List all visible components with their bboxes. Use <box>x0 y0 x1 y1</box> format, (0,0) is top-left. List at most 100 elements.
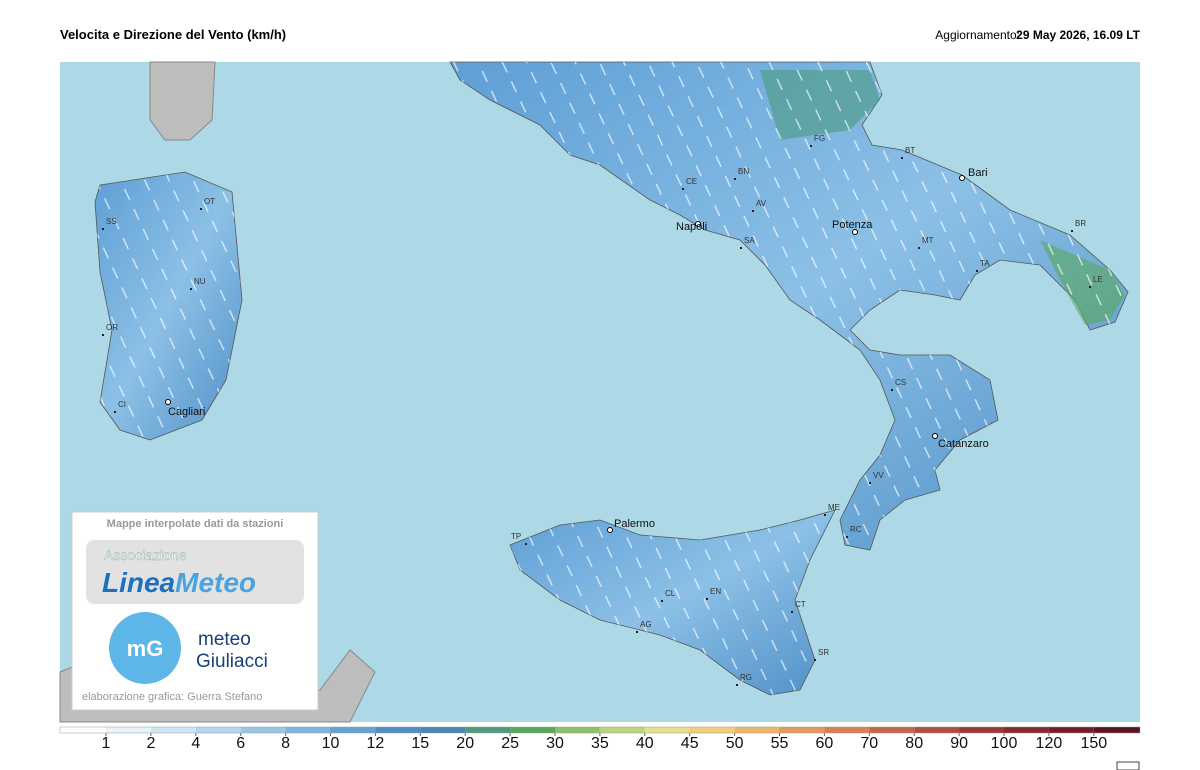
province-dot <box>661 600 663 602</box>
corner-box <box>1116 761 1140 770</box>
province-label: SA <box>744 236 755 245</box>
colorbar-segment <box>285 727 331 733</box>
colorbar-segment <box>599 727 645 733</box>
colorbar-tick-label: 6 <box>236 735 245 752</box>
colorbar-tick-label: 50 <box>726 735 744 752</box>
province-dot <box>736 684 738 686</box>
province-dot <box>190 288 192 290</box>
colorbar-tick-label: 2 <box>146 735 155 752</box>
province-label: AV <box>756 199 767 208</box>
province-dot <box>1071 230 1073 232</box>
province-label: MT <box>922 236 934 245</box>
credits-caption: Mappe interpolate dati da stazioni <box>107 518 284 530</box>
province-dot <box>814 659 816 661</box>
colorbar-segment <box>779 727 825 733</box>
colorbar-segment <box>240 727 286 733</box>
mg-icon: mG <box>127 636 164 661</box>
province-dot <box>791 611 793 613</box>
province-label: BT <box>905 146 915 155</box>
province-dot <box>525 543 527 545</box>
logo-linea-b: Meteo <box>175 567 256 598</box>
colorbar-segment <box>555 727 600 733</box>
province-dot <box>740 247 742 249</box>
colorbar-tick-label: 10 <box>322 735 340 752</box>
colorbar-tick-label: 100 <box>991 735 1018 752</box>
province-label: CE <box>686 177 697 186</box>
province-dot <box>706 598 708 600</box>
colorbar-segment <box>734 727 780 733</box>
colorbar-segment <box>150 727 196 733</box>
city-label: Potenza <box>832 219 873 231</box>
colorbar-tick-label: 45 <box>681 735 699 752</box>
colorbar-tick-label: 15 <box>411 735 429 752</box>
colorbar-segment <box>375 727 421 733</box>
cities: Napoli Potenza Bari Catanzaro Palermo Ca… <box>165 167 989 533</box>
city-label: Bari <box>968 167 988 179</box>
colorbar-segment <box>959 727 1004 733</box>
colorbar-segment <box>465 727 511 733</box>
province-dot <box>918 247 920 249</box>
province-dot <box>1089 286 1091 288</box>
colorbar-tick-label: 25 <box>501 735 519 752</box>
province-label: TA <box>980 259 990 268</box>
logo-linea: LineaMeteo <box>102 567 256 598</box>
province-dot <box>891 389 893 391</box>
colorbar-tick-label: 12 <box>367 735 385 752</box>
province-label: EN <box>710 587 721 596</box>
province-label: ME <box>828 503 840 512</box>
province-labels: OT SS NU OR CI CE BN AV SA FG BT BR MT TA LE CS VV RC ME TP… <box>102 134 1103 686</box>
update-label: Aggiornamento: <box>935 28 1020 42</box>
province-dot <box>869 482 871 484</box>
province-dot <box>102 334 104 336</box>
colorbar-segment <box>195 727 241 733</box>
title: Velocita e Direzione del Vento (km/h) <box>60 27 286 42</box>
province-dot <box>102 228 104 230</box>
corsica <box>149 61 216 141</box>
colorbar-segment <box>420 727 466 733</box>
province-label: FG <box>814 134 825 143</box>
province-label: LE <box>1093 275 1103 284</box>
colorbar-tick-label: 35 <box>591 735 609 752</box>
colorbar-tick-label: 55 <box>771 735 789 752</box>
logo-linea-a: Linea <box>102 567 175 598</box>
province-dot <box>901 157 903 159</box>
province-label: TP <box>511 532 521 541</box>
colorbar-tick-label: 20 <box>456 735 474 752</box>
colorbar-segment <box>914 727 960 733</box>
province-dot <box>824 514 826 516</box>
province-dot <box>200 208 202 210</box>
colorbar-segment <box>1093 727 1140 733</box>
province-dot <box>114 411 116 413</box>
province-label: RC <box>850 525 862 534</box>
colorbar-tick-label: 4 <box>191 735 200 752</box>
province-label: NU <box>194 277 206 286</box>
province-label: VV <box>873 471 884 480</box>
colorbar-segment <box>106 727 151 733</box>
province-label: CI <box>118 400 126 409</box>
colorbar-tick-label: 120 <box>1036 735 1063 752</box>
city-label: Napoli <box>676 221 707 233</box>
colorbar-tick-label: 80 <box>905 735 923 752</box>
city-label: Cagliari <box>168 406 205 418</box>
province-dot <box>636 631 638 633</box>
colorbar-tick-label: 40 <box>636 735 654 752</box>
province-label: BN <box>738 167 749 176</box>
colorbar-segment <box>330 727 376 733</box>
colorbar-tick-label: 150 <box>1080 735 1107 752</box>
province-label: SS <box>106 217 117 226</box>
colorbar-tick-label: 60 <box>816 735 834 752</box>
province-dot <box>734 178 736 180</box>
province-label: CL <box>665 589 676 598</box>
giuliacci-a: meteo <box>198 629 251 650</box>
colorbar-tick-label: 1 <box>102 735 111 752</box>
colorbar-segment <box>689 727 735 733</box>
province-label: CT <box>795 600 806 609</box>
province-label: AG <box>640 620 652 629</box>
credits-author: elaborazione grafica: Guerra Stefano <box>82 691 262 703</box>
province-dot <box>810 145 812 147</box>
colorbar-segment <box>60 727 106 733</box>
city-label: Catanzaro <box>938 438 989 450</box>
province-label: OT <box>204 197 215 206</box>
